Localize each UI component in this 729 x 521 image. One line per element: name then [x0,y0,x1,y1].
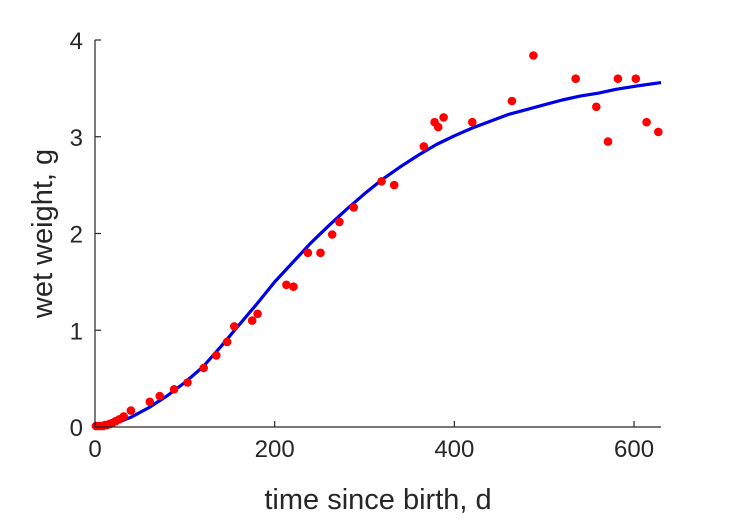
data-point [230,322,239,331]
y-tick-label: 4 [70,28,83,55]
fit-curve [94,81,662,429]
data-point [507,96,517,106]
data-point [119,412,128,421]
data-point [183,378,192,387]
y-tick-label: 0 [70,415,83,442]
data-point [468,117,477,127]
data-point [592,102,601,112]
data-point [316,248,325,258]
x-tick-label: 200 [255,436,295,463]
data-point [349,203,359,212]
x-tick-label: 600 [614,436,654,463]
fit-curve-layer [94,81,662,429]
data-point [603,137,613,146]
data-point [169,385,179,394]
data-point [212,351,221,360]
data-point [282,280,291,290]
data-point [654,127,663,137]
data-point [155,391,164,401]
y-tick-label: 2 [70,222,83,249]
data-point [247,316,257,325]
data-point [613,74,623,83]
data-point [327,230,337,239]
y-tick-label: 1 [70,318,83,345]
x-tick-label: 400 [434,436,474,463]
data-point [335,217,344,227]
data-point [389,180,399,190]
data-point [199,363,208,373]
data-point [433,122,443,132]
ticks: 0 200 400 600 0 1 2 3 4 [70,28,654,463]
data-point [377,177,386,186]
y-axis-label: wet weight, g [27,149,59,319]
data-point [529,51,538,60]
data-point [253,309,262,319]
data-points-layer [91,51,663,431]
data-point [642,117,651,127]
data-point [126,406,136,415]
data-point [145,397,155,407]
data-point [419,142,429,151]
data-point [571,74,580,83]
data-point [631,74,641,83]
x-axis-label: time since birth, d [264,484,491,516]
data-point [222,337,232,347]
data-point [303,248,313,258]
data-point [289,282,298,292]
data-point [439,113,448,122]
x-tick-label: 0 [88,436,101,463]
y-tick-label: 3 [70,125,83,152]
